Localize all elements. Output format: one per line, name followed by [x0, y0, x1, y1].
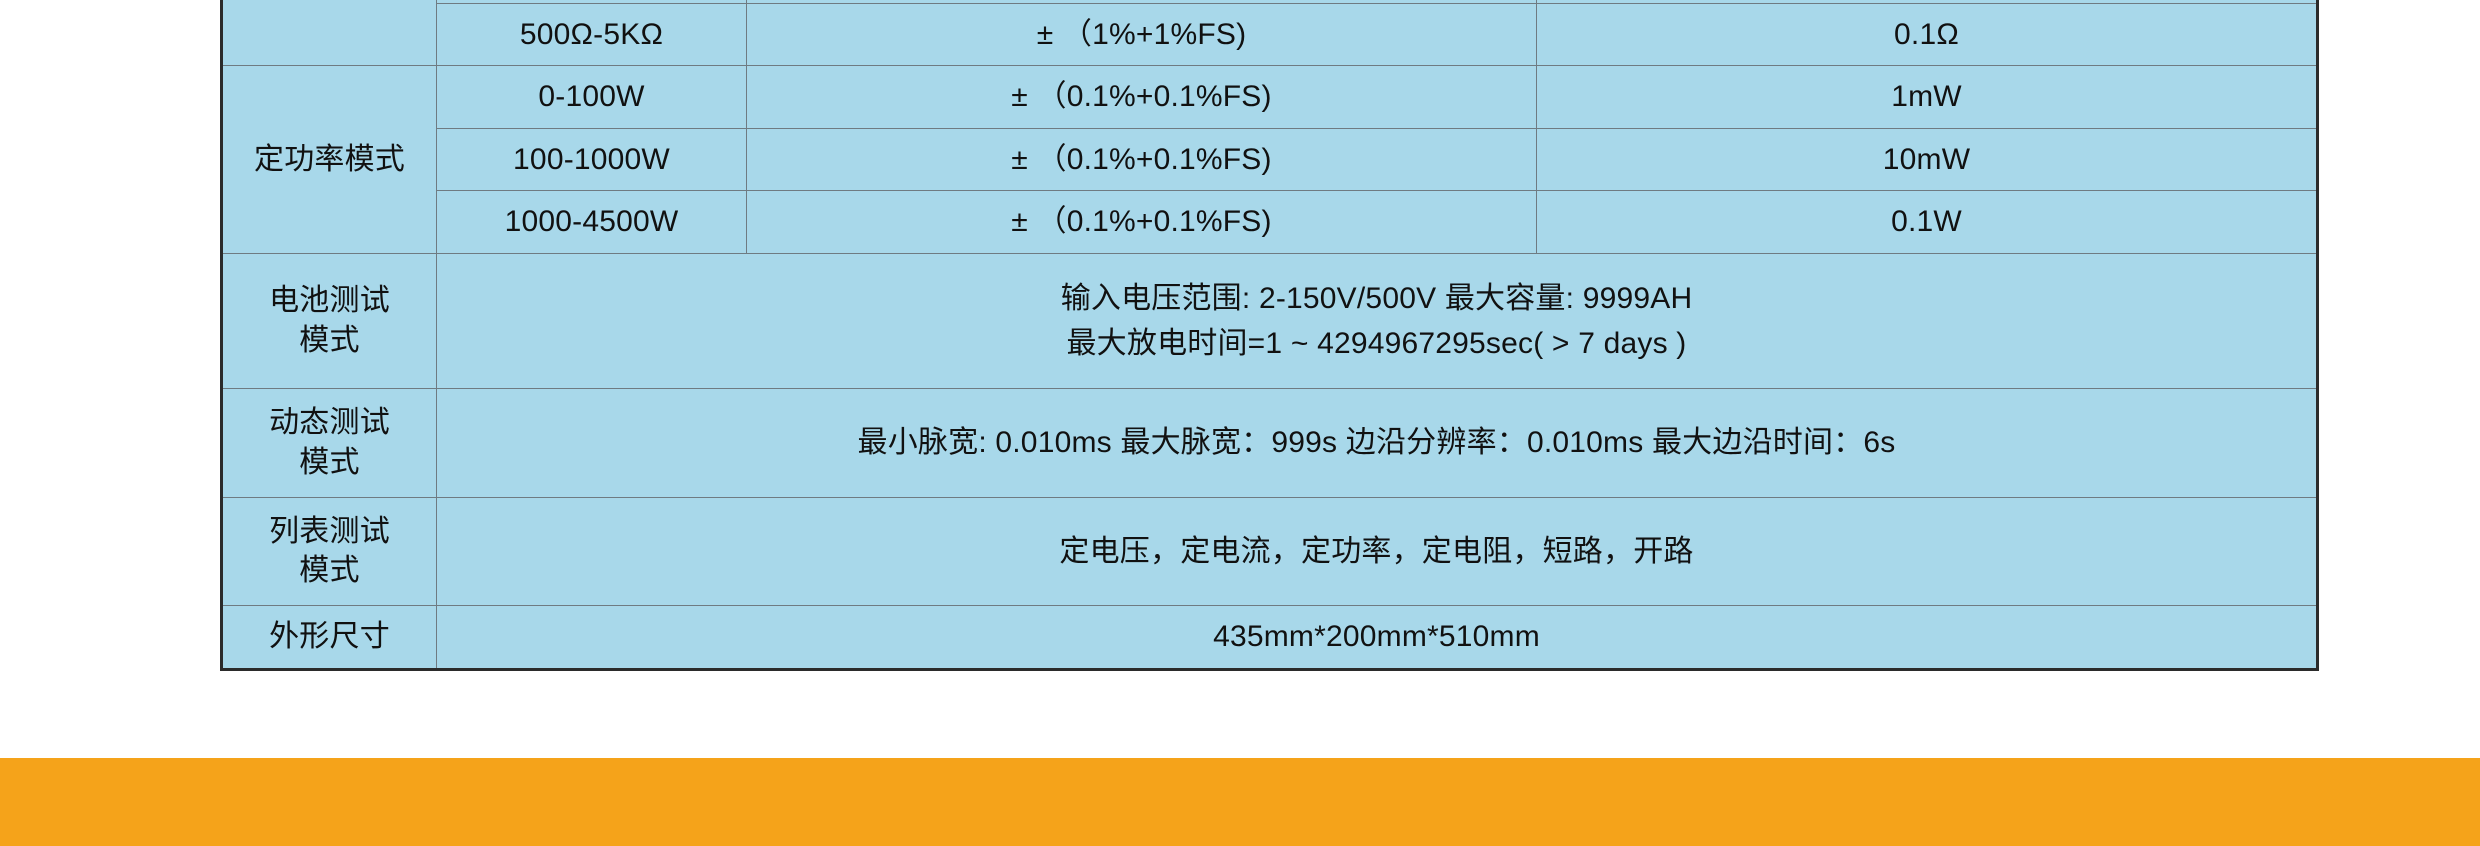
row-accuracy: ± （0.1%+0.1%FS): [746, 127, 1537, 192]
list-row-content: 定电压，定电流，定功率，定电阻，短路，开路: [436, 496, 2318, 607]
table-row-list: 列表测试 模式 定电压，定电流，定功率，定电阻，短路，开路: [221, 496, 2318, 607]
white-spacer: [0, 698, 2480, 758]
row-mode-label-power: 定功率模式: [221, 65, 437, 254]
mode-label-line1: 动态测试: [269, 406, 390, 440]
row-range: 100-1000W: [436, 127, 747, 192]
mode-label-line2: 模式: [299, 323, 360, 357]
row-accuracy: ± （0.1%+0.1%FS): [746, 65, 1537, 129]
battery-content-line1: 输入电压范围: 2-150V/500V 最大容量: 9999AH: [1060, 281, 1693, 315]
dimension-row-content: 435mm*200mm*510mm: [436, 605, 2318, 670]
row-resolution: 0.1W: [1536, 190, 2318, 254]
mode-label-line2: 模式: [299, 554, 360, 588]
table-row-dimensions: 外形尺寸 435mm*200mm*510mm: [221, 605, 2318, 670]
mode-label-lines: 列表测试 模式: [227, 512, 432, 591]
mode-label-lines: 动态测试 模式: [227, 403, 432, 482]
row-range: 0-100W: [436, 65, 747, 129]
spec-table-container: 5Ω-500Ω ± （0.1%+0.1%FS) 0.01Ω 500Ω-5KΩ ±…: [220, 0, 2319, 671]
row-range: 1000-4500W: [436, 190, 747, 254]
row-mode-label-dimensions: 外形尺寸: [221, 605, 437, 670]
row-mode-label: [221, 0, 437, 67]
table-row-battery: 电池测试 模式 输入电压范围: 2-150V/500V 最大容量: 9999AH…: [221, 252, 2318, 389]
table-row: 1000-4500W ± （0.1%+0.1%FS) 0.1W: [222, 190, 2318, 254]
row-mode-label-list: 列表测试 模式: [221, 496, 437, 607]
table-row: 定功率模式 0-100W ± （0.1%+0.1%FS) 1mW: [221, 65, 2318, 254]
battery-row-content: 输入电压范围: 2-150V/500V 最大容量: 9999AH 最大放电时间=…: [436, 252, 2318, 389]
dynamic-row-content: 最小脉宽: 0.010ms 最大脉宽：999s 边沿分辨率：0.010ms 最大…: [436, 387, 2318, 498]
row-accuracy: ± （1%+1%FS): [746, 2, 1537, 67]
bottom-orange-band: [0, 758, 2480, 846]
mode-label-line1: 列表测试: [269, 514, 390, 548]
table-row: 5Ω-500Ω ± （0.1%+0.1%FS) 0.01Ω: [221, 0, 2318, 67]
table-row: 100-1000W ± （0.1%+0.1%FS) 10mW: [222, 127, 2318, 192]
row-resolution: 0.01Ω: [1536, 0, 2318, 4]
row-mode-label-battery: 电池测试 模式: [221, 252, 437, 389]
table-row-dynamic: 动态测试 模式 最小脉宽: 0.010ms 最大脉宽：999s 边沿分辨率：0.…: [221, 387, 2318, 498]
mode-label-line2: 模式: [299, 445, 360, 479]
battery-content-lines: 输入电压范围: 2-150V/500V 最大容量: 9999AH 最大放电时间=…: [443, 276, 2310, 366]
row-resolution: 10mW: [1536, 127, 2318, 192]
mode-label-lines: 电池测试 模式: [227, 281, 432, 360]
row-resolution: 0.1Ω: [1536, 2, 2318, 67]
row-mode-label-dynamic: 动态测试 模式: [221, 387, 437, 498]
table-row: 500Ω-5KΩ ± （1%+1%FS) 0.1Ω: [222, 2, 2318, 67]
battery-content-line2: 最大放电时间=1 ~ 4294967295sec( > 7 days ): [1066, 326, 1687, 360]
row-range: 500Ω-5KΩ: [436, 2, 747, 67]
specification-table: 5Ω-500Ω ± （0.1%+0.1%FS) 0.01Ω 500Ω-5KΩ ±…: [220, 0, 2319, 671]
row-resolution: 1mW: [1536, 65, 2318, 129]
mode-label-line1: 电池测试: [269, 284, 390, 318]
row-accuracy: ± （0.1%+0.1%FS): [746, 190, 1537, 254]
